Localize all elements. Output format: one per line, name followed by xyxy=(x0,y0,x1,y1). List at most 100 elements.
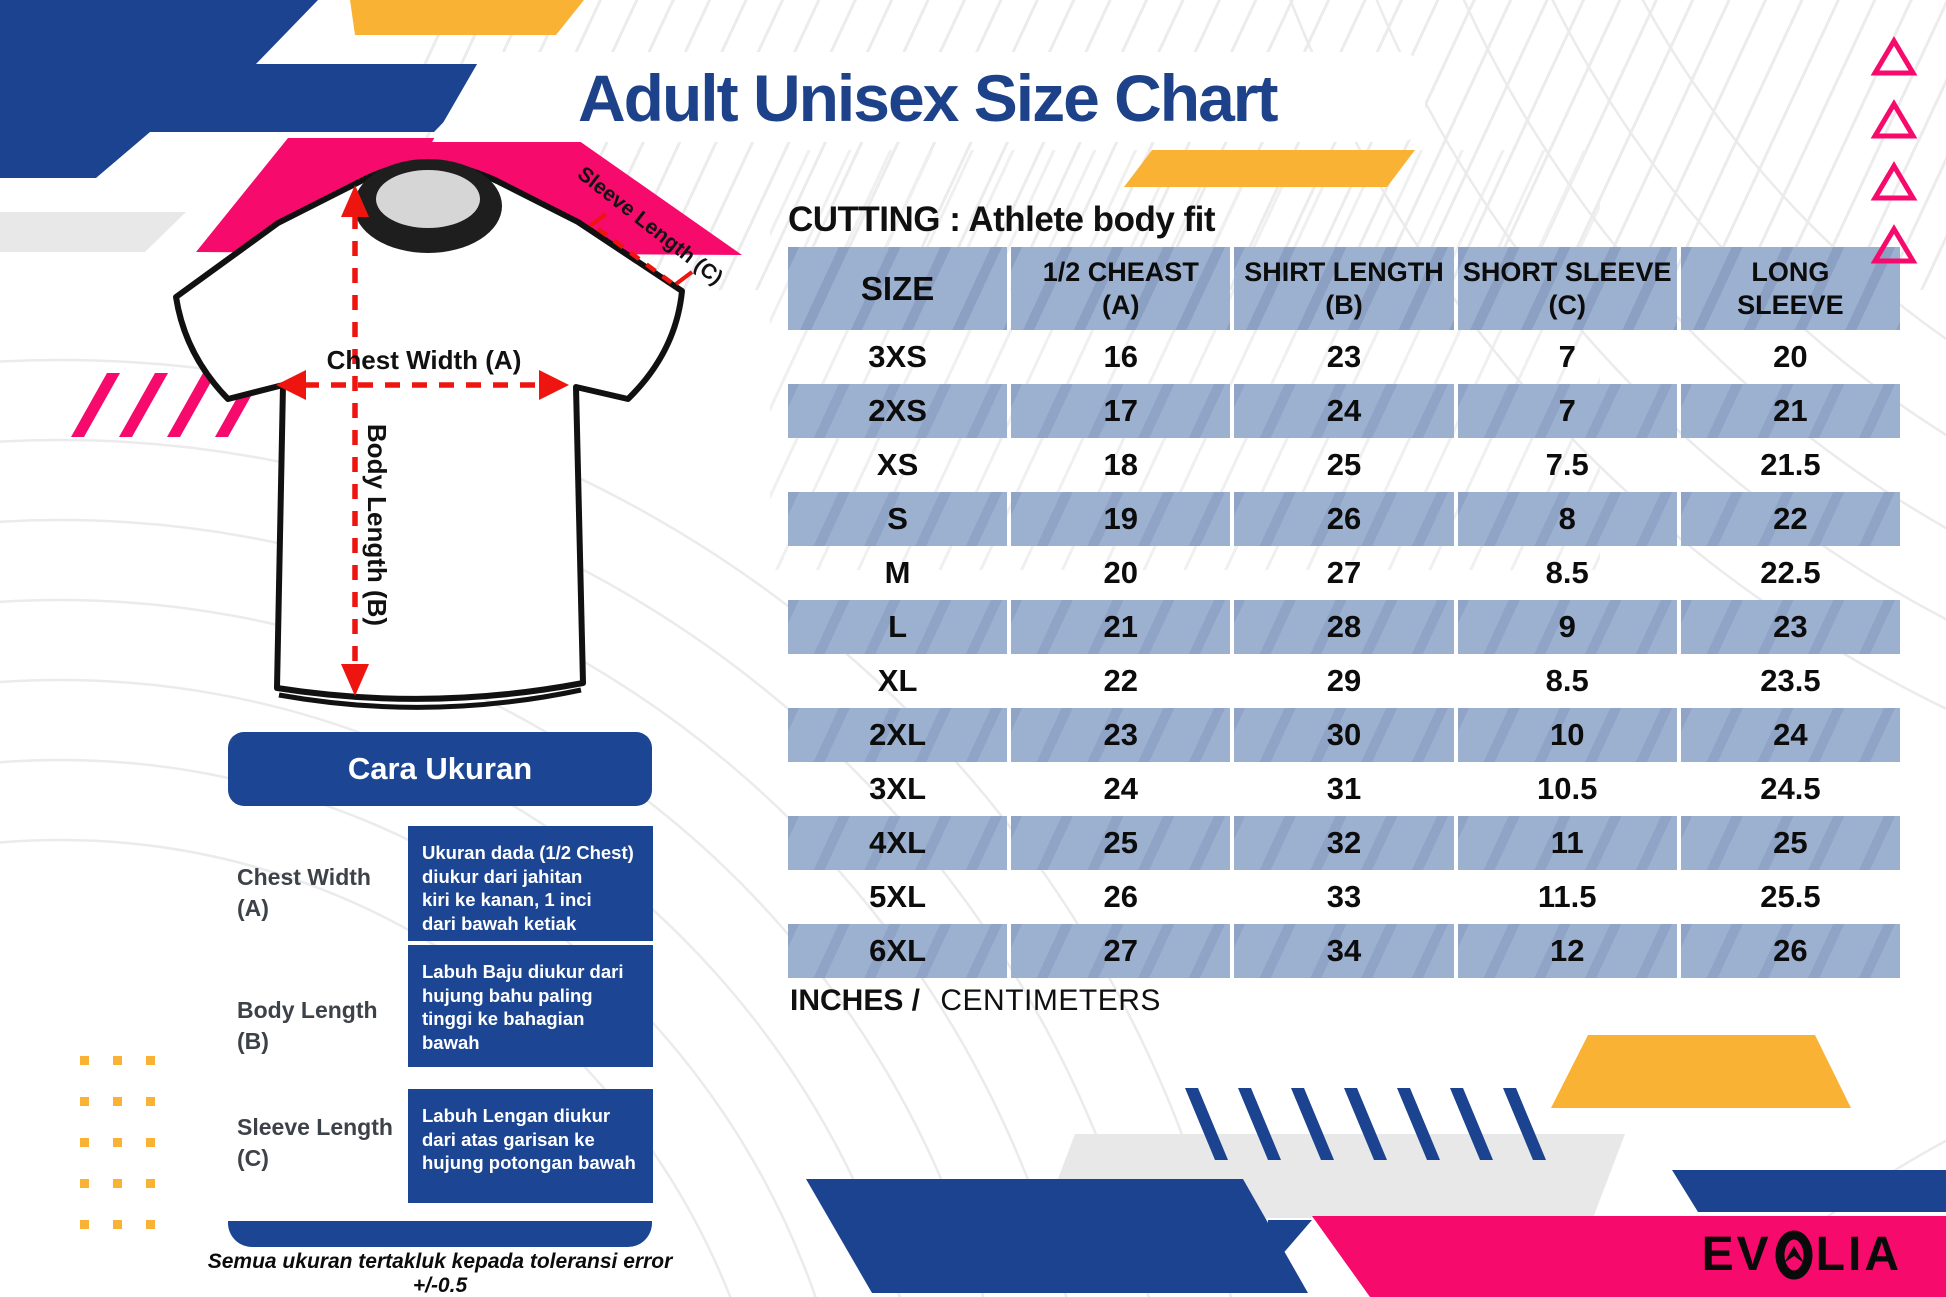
table-row: 6XL 27 34 12 26 xyxy=(788,924,1900,978)
table-cell: 7 xyxy=(1558,339,1576,374)
measure-guide-description-sleeve: Labuh Lengan diukur dari atas garisan ke… xyxy=(408,1089,653,1203)
table-cell: 22 xyxy=(1680,492,1900,546)
units-line: INCHES / CENTIMETERS xyxy=(790,984,1161,1018)
bottom-navy-slashes xyxy=(1185,1088,1546,1160)
table-cell: 25 xyxy=(1326,447,1362,482)
bottom-right-shapes xyxy=(806,1035,1946,1293)
size-table-body: 3XS 16 23 7 20 2XS 17 24 7 21 XS 18 25 7.5 21.5 S 19 26 8 2… xyxy=(788,330,1900,978)
table-cell: 8.5 xyxy=(1545,555,1589,590)
table-cell: L xyxy=(788,600,1008,654)
brand-o-chevron-icon xyxy=(1775,1230,1813,1279)
page-title: Adult Unisex Size Chart xyxy=(578,61,1278,135)
table-cell: 12 xyxy=(1457,924,1677,978)
table-row: 5XL 26 33 11.5 25.5 xyxy=(788,870,1900,924)
measure-guide-footer-bar xyxy=(228,1221,652,1247)
column-header-line: SLEEVE xyxy=(1737,289,1844,320)
column-header: 1/2 CHEAST (A) xyxy=(1011,247,1231,330)
column-header-line: SHIRT LENGTH xyxy=(1244,257,1444,288)
chest-width-label: Chest Width (A) xyxy=(327,345,522,375)
table-row: S 19 26 8 22 xyxy=(788,492,1900,546)
measure-guide-description-body: Labuh Baju diukur dari hujung bahu palin… xyxy=(408,945,653,1067)
top-left-gray-shape xyxy=(0,212,186,252)
table-cell: 25 xyxy=(1011,816,1231,870)
tolerance-footnote: Semua ukuran tertakluk kepada toleransi … xyxy=(207,1250,673,1297)
bottom-navy-wedge xyxy=(1268,1220,1312,1271)
column-header-line: 1/2 CHEAST xyxy=(1042,257,1199,288)
table-cell: 17 xyxy=(1011,384,1231,438)
table-cell: 33 xyxy=(1326,879,1362,914)
column-header: SHORT SLEEVE (C) xyxy=(1457,247,1677,330)
table-cell: 11 xyxy=(1457,816,1677,870)
table-cell: 6XL xyxy=(788,924,1008,978)
table-cell: 2XS xyxy=(788,384,1008,438)
size-table-head: SIZE 1/2 CHEAST (A) SHIRT LENGTH (B) SHORT SL… xyxy=(788,247,1900,330)
table-cell: 8.5 xyxy=(1545,663,1589,698)
table-cell: 7 xyxy=(1457,384,1677,438)
table-cell: S xyxy=(788,492,1008,546)
column-header-line: (C) xyxy=(1548,289,1586,320)
table-cell: 21 xyxy=(1680,384,1900,438)
measure-guide-title: Cara Ukuran xyxy=(228,732,652,806)
table-cell: 24.5 xyxy=(1760,771,1821,806)
table-cell: 25 xyxy=(1680,816,1900,870)
units-centimeters-label: CENTIMETERS xyxy=(940,984,1161,1017)
table-cell: 8 xyxy=(1457,492,1677,546)
column-header: SHIRT LENGTH (B) xyxy=(1234,247,1454,330)
size-table: SIZE 1/2 CHEAST (A) SHIRT LENGTH (B) SHORT SL… xyxy=(788,247,1900,978)
column-header: LONG SLEEVE xyxy=(1680,247,1900,330)
table-cell: 7.5 xyxy=(1545,447,1589,482)
table-cell: 10.5 xyxy=(1537,771,1598,806)
table-row: XS 18 25 7.5 21.5 xyxy=(788,438,1900,492)
chest-width-arrow xyxy=(276,370,569,400)
units-inches-label: INCHES / xyxy=(790,984,921,1017)
table-cell: 26 xyxy=(1234,492,1454,546)
column-header: SIZE xyxy=(788,247,1008,330)
table-cell: 20 xyxy=(1773,339,1808,374)
table-cell: XS xyxy=(876,447,919,482)
title-yellow-shape xyxy=(1124,150,1415,187)
tshirt-hem-seam xyxy=(278,687,582,710)
brand-text-right: LIA xyxy=(1815,1228,1902,1281)
table-cell: 19 xyxy=(1011,492,1231,546)
table-cell: 24 xyxy=(1103,771,1139,806)
table-cell: 20 xyxy=(1103,555,1139,590)
title-banner xyxy=(432,52,1425,142)
table-cell: 5XL xyxy=(869,879,927,914)
table-cell: 31 xyxy=(1326,771,1362,806)
table-cell: 27 xyxy=(1011,924,1231,978)
table-cell: 22 xyxy=(1103,663,1139,698)
table-cell: 2XL xyxy=(788,708,1008,762)
measure-guide-description-chest: Ukuran dada (1/2 Chest) diukur dari jahi… xyxy=(408,826,653,941)
measure-guide-label-body: Body Length (B) xyxy=(237,997,378,1055)
table-cell: 16 xyxy=(1103,339,1139,374)
table-cell: 21.5 xyxy=(1760,447,1821,482)
table-row: L 21 28 9 23 xyxy=(788,600,1900,654)
brand-text-left: EV xyxy=(1701,1228,1772,1281)
bottom-navy-parallelogram xyxy=(806,1179,1308,1293)
table-row: 3XS 16 23 7 20 xyxy=(788,330,1900,384)
top-left-navy-shape xyxy=(0,0,500,178)
table-cell: M xyxy=(884,555,911,590)
cutting-heading: CUTTING : Athlete body fit xyxy=(788,200,1216,239)
tshirt-collar-inner xyxy=(376,170,480,228)
bottom-yellow-shape xyxy=(1551,1035,1851,1108)
tshirt-diagram: Chest Width (A) Body Length (B) Sleeve L… xyxy=(173,159,727,710)
table-row: 3XL 24 31 10.5 24.5 xyxy=(788,762,1900,816)
table-cell: 21 xyxy=(1011,600,1231,654)
table-cell: 23 xyxy=(1326,339,1362,374)
table-cell: 28 xyxy=(1234,600,1454,654)
column-header-line: (A) xyxy=(1102,289,1140,320)
table-cell: 30 xyxy=(1234,708,1454,762)
table-cell: 23 xyxy=(1011,708,1231,762)
table-cell: 24 xyxy=(1234,384,1454,438)
table-cell: 25.5 xyxy=(1760,879,1821,914)
brand-logo: EV LIA xyxy=(1702,1227,1902,1282)
table-cell: XL xyxy=(877,663,918,698)
table-cell: 26 xyxy=(1680,924,1900,978)
table-cell: 10 xyxy=(1457,708,1677,762)
table-row: M 20 27 8.5 22.5 xyxy=(788,546,1900,600)
body-length-label: Body Length (B) xyxy=(362,424,392,626)
table-cell: 9 xyxy=(1457,600,1677,654)
